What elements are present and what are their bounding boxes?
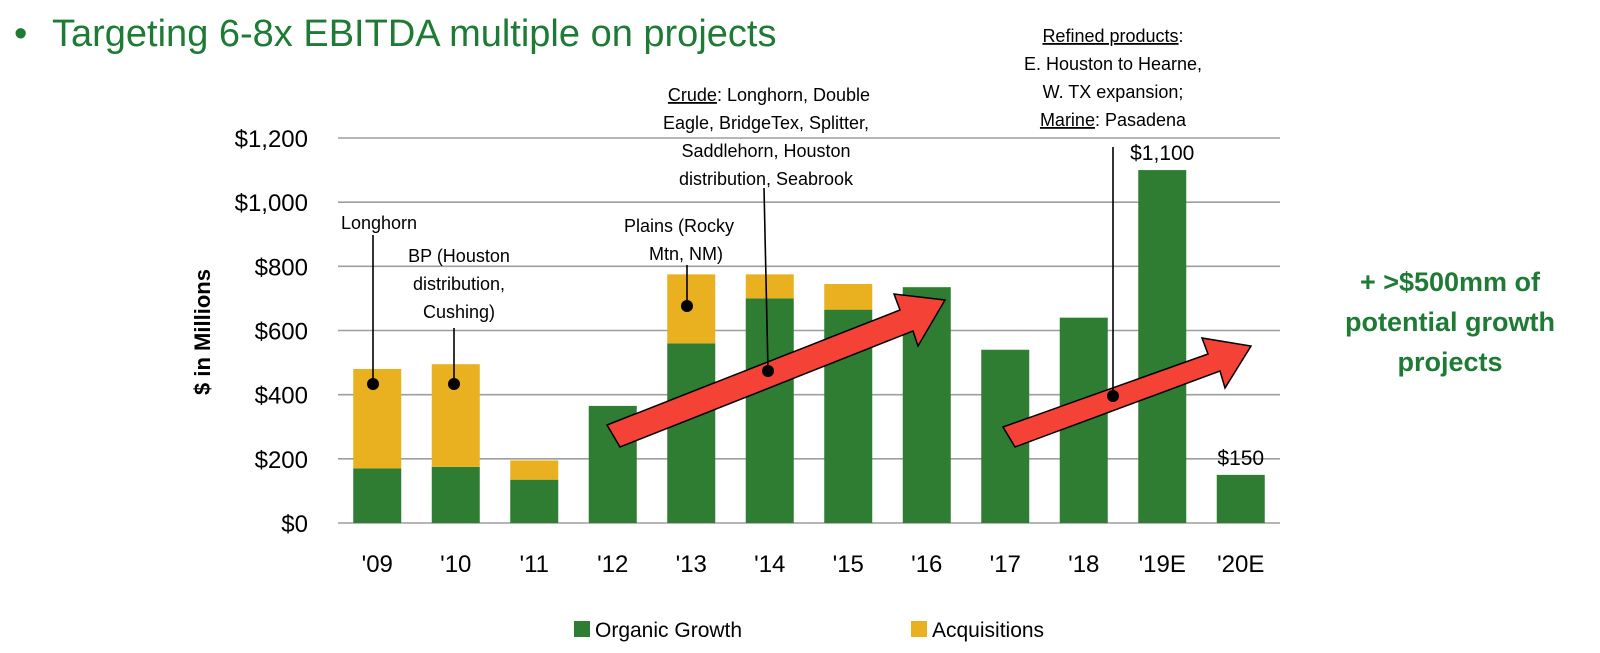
crude-text: : Longhorn, Double (717, 85, 870, 105)
bar-organic-growth (745, 298, 794, 523)
trend-arrows (605, 293, 1253, 448)
heading-text: Targeting 6-8x EBITDA multiple on projec… (52, 13, 777, 55)
legend-label-acquisitions: Acquisitions (932, 619, 1044, 642)
data-label: $150 (1217, 447, 1264, 470)
legend: Organic Growth Acquisitions (574, 619, 1044, 642)
legend-swatch-acquisitions (911, 621, 927, 637)
data-label: $1,100 (1130, 142, 1194, 165)
annotation-bp-line: distribution, (413, 274, 505, 294)
annotation-crude-line: Crude: Longhorn, Double (668, 85, 870, 105)
growth-callout-line: + >$500mm of (1359, 267, 1541, 297)
annotation-connectors (372, 147, 1114, 396)
annotation-text: Longhorn BP (Houston distribution, Cushi… (341, 26, 1202, 322)
x-axis: '09 '10 '11 '12 '13 '14 '15 '16 '17 '18 '19E '20E (362, 551, 1265, 578)
annotation-bp-line: Cushing) (423, 302, 495, 322)
dot-crude (762, 365, 774, 377)
growth-callout-line: projects (1397, 347, 1503, 377)
bar-acquisitions (745, 274, 794, 299)
refined-label: Refined products (1042, 26, 1178, 46)
annotation-crude-line: Eagle, BridgeTex, Splitter, (663, 113, 869, 133)
legend-swatch-organic (574, 621, 590, 637)
y-tick-label: $1,200 (235, 126, 308, 153)
y-tick-label: $800 (255, 254, 308, 281)
x-tick-label: '16 (911, 551, 942, 578)
annotation-longhorn: Longhorn (341, 213, 417, 233)
dot-refined (1107, 390, 1119, 402)
y-tick-label: $0 (281, 511, 308, 538)
x-tick-label: '11 (520, 551, 550, 578)
bar-acquisitions (510, 460, 559, 480)
dot-longhorn (367, 378, 379, 390)
page-heading: • Targeting 6-8x EBITDA multiple on proje… (14, 10, 776, 58)
crude-label: Crude (668, 85, 717, 105)
annotation-plains-line: Plains (Rocky (624, 216, 734, 236)
x-tick-label: '17 (990, 551, 1021, 578)
dot-bp (448, 378, 460, 390)
y-axis-title: $ in Millions (190, 269, 215, 395)
x-tick-label: '09 (362, 551, 393, 578)
y-tick-label: $1,000 (235, 190, 308, 217)
trend-arrow-right (1001, 337, 1253, 448)
x-tick-label: '20E (1217, 551, 1264, 578)
annotation-crude-line: Saddlehorn, Houston (681, 141, 850, 161)
trend-arrow-left (605, 293, 947, 448)
x-tick-label: '18 (1068, 551, 1099, 578)
marine-label: Marine (1040, 110, 1095, 130)
x-tick-label: '12 (597, 551, 628, 578)
bar-organic-growth (510, 479, 559, 523)
bar-organic-growth (353, 468, 402, 523)
data-labels: $1,100 $150 (1130, 142, 1264, 470)
x-tick-label: '19E (1139, 551, 1186, 578)
annotation-refined-line: E. Houston to Hearne, (1024, 54, 1202, 74)
annotation-plains-line: Mtn, NM) (649, 244, 723, 264)
bar-organic-growth (431, 466, 480, 523)
x-tick-label: '15 (833, 551, 864, 578)
annotation-dots (367, 300, 1119, 402)
growth-callout: + >$500mm of potential growth projects (1305, 262, 1595, 382)
y-tick-label: $400 (255, 383, 308, 410)
marine-text: : Pasadena (1095, 110, 1187, 130)
bar-organic-growth (1216, 474, 1265, 523)
bullet: • (14, 13, 28, 55)
y-axis: $0 $200 $400 $600 $800 $1,000 $1,200 (235, 126, 308, 538)
x-tick-label: '14 (754, 551, 785, 578)
bar-acquisitions (824, 283, 873, 310)
refined-label-suffix: : (1179, 26, 1184, 46)
dot-plains (681, 300, 693, 312)
annotation-bp-line: BP (Houston (408, 246, 510, 266)
growth-callout-line: potential growth (1345, 307, 1555, 337)
x-tick-label: '10 (440, 551, 471, 578)
legend-label-organic: Organic Growth (595, 619, 742, 642)
bar-organic-growth (667, 343, 716, 523)
annotation-refined-line: Refined products: (1042, 26, 1183, 46)
y-tick-label: $200 (255, 447, 308, 474)
x-tick-label: '13 (676, 551, 707, 578)
y-tick-label: $600 (255, 319, 308, 346)
annotation-crude-line: distribution, Seabrook (679, 169, 854, 189)
bar-organic-growth (1138, 170, 1187, 524)
annotation-refined-line: W. TX expansion; (1043, 82, 1184, 102)
bars (353, 170, 1265, 524)
connector-crude (763, 187, 769, 372)
annotation-refined-line: Marine: Pasadena (1040, 110, 1187, 130)
